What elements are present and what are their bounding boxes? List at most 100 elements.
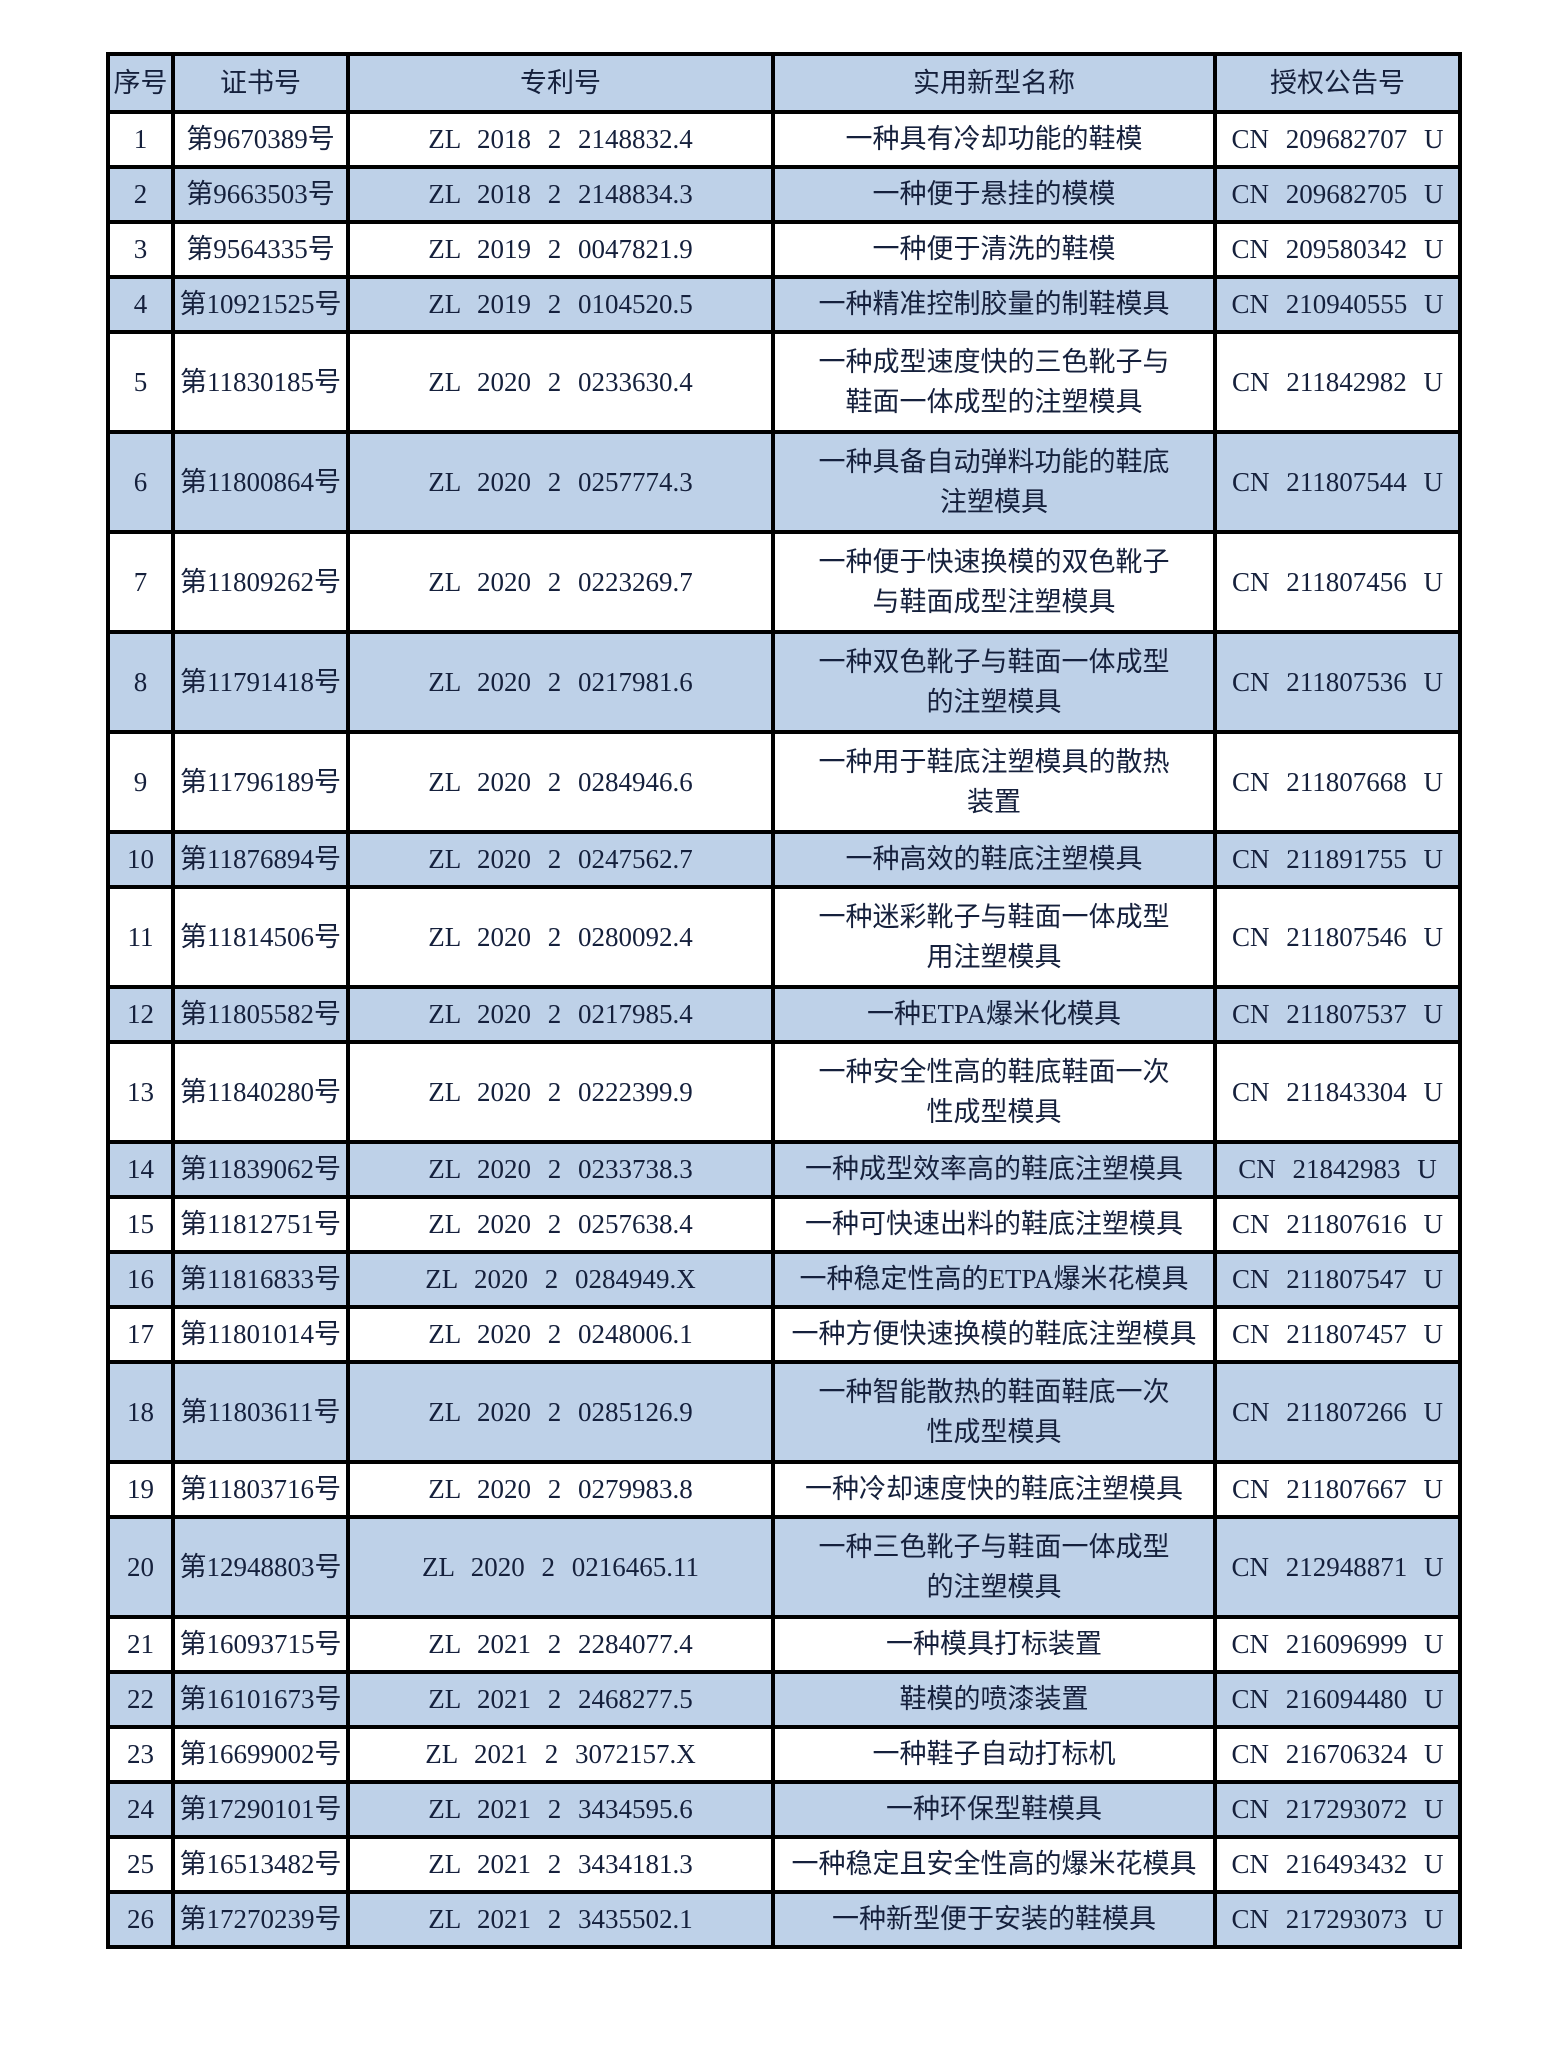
certificate-cell: 第9663503号: [171, 165, 350, 224]
index-cell: 10: [106, 830, 175, 889]
certificate-cell: 第16093715号: [171, 1615, 350, 1674]
table-row: 15 第11812751号 ZL 2020 2 0257638.4 一种可快速出料的鞋…: [106, 1195, 1462, 1254]
index-cell: 5: [106, 330, 175, 434]
grant-number-cell: CN 216096999 U: [1213, 1615, 1462, 1674]
table-row: 22 第16101673号 ZL 2021 2 2468277.5 鞋模的喷漆装置 CN…: [106, 1670, 1462, 1729]
name-cell: 一种便于悬挂的模模: [771, 165, 1217, 224]
patent-cell: ZL 2020 2 0279983.8: [346, 1460, 775, 1519]
grant-number-cell: CN 211842982 U: [1213, 330, 1462, 434]
certificate-cell: 第11809262号: [171, 530, 350, 634]
index-cell: 20: [106, 1515, 175, 1619]
index-cell: 7: [106, 530, 175, 634]
patent-cell: ZL 2020 2 0284946.6: [346, 730, 775, 834]
patent-cell: ZL 2021 2 3434181.3: [346, 1835, 775, 1894]
certificate-cell: 第11801014号: [171, 1305, 350, 1364]
header-row: 序号 证书号 专利号 实用新型名称 授权公告号: [106, 52, 1462, 114]
certificate-cell: 第11796189号: [171, 730, 350, 834]
table-row: 26 第17270239号 ZL 2021 2 3435502.1 一种新型便于安装的…: [106, 1890, 1462, 1949]
table-row: 21 第16093715号 ZL 2021 2 2284077.4 一种模具打标装置 C…: [106, 1615, 1462, 1674]
grant-number-cell: CN 211891755 U: [1213, 830, 1462, 889]
name-cell: 一种迷彩靴子与鞋面一体成型 用注塑模具: [771, 885, 1217, 989]
index-cell: 24: [106, 1780, 175, 1839]
name-cell: 一种双色靴子与鞋面一体成型 的注塑模具: [771, 630, 1217, 734]
index-cell: 17: [106, 1305, 175, 1364]
index-cell: 8: [106, 630, 175, 734]
name-cell: 一种模具打标装置: [771, 1615, 1217, 1674]
table-row: 8 第11791418号 ZL 2020 2 0217981.6 一种双色靴子与鞋面一…: [106, 630, 1462, 734]
name-cell: 鞋模的喷漆装置: [771, 1670, 1217, 1729]
table-row: 3 第9564335号 ZL 2019 2 0047821.9 一种便于清洗的鞋模 CN…: [106, 220, 1462, 279]
certificate-cell: 第11830185号: [171, 330, 350, 434]
certificate-cell: 第17290101号: [171, 1780, 350, 1839]
certificate-cell: 第12948803号: [171, 1515, 350, 1619]
index-cell: 23: [106, 1725, 175, 1784]
index-cell: 12: [106, 985, 175, 1044]
patent-cell: ZL 2019 2 0104520.5: [346, 275, 775, 334]
name-cell: 一种新型便于安装的鞋模具: [771, 1890, 1217, 1949]
certificate-cell: 第11791418号: [171, 630, 350, 734]
name-cell: 一种便于清洗的鞋模: [771, 220, 1217, 279]
index-cell: 6: [106, 430, 175, 534]
grant-number-cell: CN 211807546 U: [1213, 885, 1462, 989]
patent-cell: ZL 2021 2 2468277.5: [346, 1670, 775, 1729]
index-cell: 26: [106, 1890, 175, 1949]
grant-number-cell: CN 209682707 U: [1213, 110, 1462, 169]
grant-number-cell: CN 211807266 U: [1213, 1360, 1462, 1464]
grant-number-cell: CN 210940555 U: [1213, 275, 1462, 334]
patent-cell: ZL 2020 2 0257774.3: [346, 430, 775, 534]
grant-number-cell: CN 21842983 U: [1213, 1140, 1462, 1199]
grant-number-cell: CN 211807457 U: [1213, 1305, 1462, 1364]
patent-cell: ZL 2021 2 3434595.6: [346, 1780, 775, 1839]
index-cell: 25: [106, 1835, 175, 1894]
table-row: 17 第11801014号 ZL 2020 2 0248006.1 一种方便快速换模的…: [106, 1305, 1462, 1364]
name-cell: 一种精准控制胶量的制鞋模具: [771, 275, 1217, 334]
patent-cell: ZL 2020 2 0222399.9: [346, 1040, 775, 1144]
index-cell: 21: [106, 1615, 175, 1674]
certificate-cell: 第11800864号: [171, 430, 350, 534]
patent-cell: ZL 2021 2 2284077.4: [346, 1615, 775, 1674]
grant-number-cell: CN 209682705 U: [1213, 165, 1462, 224]
grant-number-cell: CN 216493432 U: [1213, 1835, 1462, 1894]
header-patent-number: 专利号: [346, 52, 775, 114]
certificate-cell: 第11876894号: [171, 830, 350, 889]
patent-cell: ZL 2018 2 2148832.4: [346, 110, 775, 169]
grant-number-cell: CN 216094480 U: [1213, 1670, 1462, 1729]
table-row: 2 第9663503号 ZL 2018 2 2148834.3 一种便于悬挂的模模 CN…: [106, 165, 1462, 224]
name-cell: 一种稳定性高的ETPA爆米花模具: [771, 1250, 1217, 1309]
name-cell: 一种环保型鞋模具: [771, 1780, 1217, 1839]
certificate-cell: 第16101673号: [171, 1670, 350, 1729]
name-cell: 一种用于鞋底注塑模具的散热 装置: [771, 730, 1217, 834]
grant-number-cell: CN 211807537 U: [1213, 985, 1462, 1044]
index-cell: 4: [106, 275, 175, 334]
index-cell: 16: [106, 1250, 175, 1309]
grant-number-cell: CN 211807456 U: [1213, 530, 1462, 634]
table-row: 24 第17290101号 ZL 2021 2 3434595.6 一种环保型鞋模具 C…: [106, 1780, 1462, 1839]
name-cell: 一种安全性高的鞋底鞋面一次 性成型模具: [771, 1040, 1217, 1144]
table-row: 13 第11840280号 ZL 2020 2 0222399.9 一种安全性高的鞋底…: [106, 1040, 1462, 1144]
table-row: 7 第11809262号 ZL 2020 2 0223269.7 一种便于快速换模的双…: [106, 530, 1462, 634]
patent-cell: ZL 2020 2 0280092.4: [346, 885, 775, 989]
patent-cell: ZL 2020 2 0247562.7: [346, 830, 775, 889]
name-cell: 一种智能散热的鞋面鞋底一次 性成型模具: [771, 1360, 1217, 1464]
index-cell: 1: [106, 110, 175, 169]
grant-number-cell: CN 211807547 U: [1213, 1250, 1462, 1309]
index-cell: 9: [106, 730, 175, 834]
table-row: 11 第11814506号 ZL 2020 2 0280092.4 一种迷彩靴子与鞋面…: [106, 885, 1462, 989]
table-row: 1 第9670389号 ZL 2018 2 2148832.4 一种具有冷却功能的鞋模…: [106, 110, 1462, 169]
patent-cell: ZL 2020 2 0285126.9: [346, 1360, 775, 1464]
table-row: 18 第11803611号 ZL 2020 2 0285126.9 一种智能散热的鞋面…: [106, 1360, 1462, 1464]
certificate-cell: 第17270239号: [171, 1890, 350, 1949]
name-cell: 一种稳定且安全性高的爆米花模具: [771, 1835, 1217, 1894]
patent-cell: ZL 2018 2 2148834.3: [346, 165, 775, 224]
grant-number-cell: CN 217293072 U: [1213, 1780, 1462, 1839]
table-row: 16 第11816833号 ZL 2020 2 0284949.X 一种稳定性高的ET…: [106, 1250, 1462, 1309]
patent-cell: ZL 2020 2 0233738.3: [346, 1140, 775, 1199]
name-cell: 一种冷却速度快的鞋底注塑模具: [771, 1460, 1217, 1519]
patent-table: 序号 证书号 专利号 实用新型名称 授权公告号 1 第9670389号 ZL 2018 2 …: [106, 52, 1462, 1949]
index-cell: 15: [106, 1195, 175, 1254]
index-cell: 18: [106, 1360, 175, 1464]
certificate-cell: 第16699002号: [171, 1725, 350, 1784]
grant-number-cell: CN 211843304 U: [1213, 1040, 1462, 1144]
patent-cell: ZL 2019 2 0047821.9: [346, 220, 775, 279]
index-cell: 2: [106, 165, 175, 224]
